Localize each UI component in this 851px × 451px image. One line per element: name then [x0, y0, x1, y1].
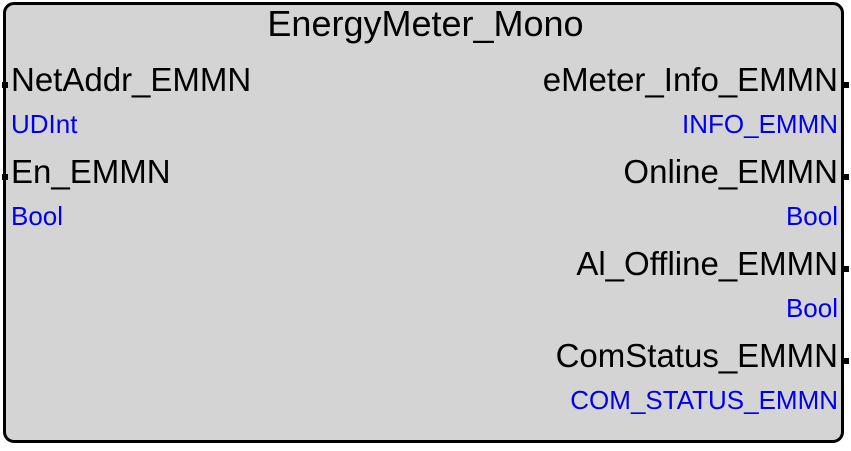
- output-pin-type: INFO_EMMN: [682, 109, 838, 139]
- output-pin-name: ComStatus_EMMN: [555, 337, 838, 374]
- input-pin-type: UDInt: [11, 109, 78, 139]
- output-pin-name: eMeter_Info_EMMN: [542, 61, 838, 98]
- output-pin-name: Al_Offline_EMMN: [576, 245, 838, 282]
- input-pin-type: Bool: [11, 201, 64, 231]
- input-connector-netaddr[interactable]: [2, 82, 8, 88]
- output-pin-type: COM_STATUS_EMMN: [570, 385, 838, 415]
- block-title: EnergyMeter_Mono: [267, 3, 584, 44]
- output-pin-type: Bool: [785, 293, 838, 323]
- function-block[interactable]: [3, 2, 844, 443]
- input-pin-name: NetAddr_EMMN: [11, 61, 252, 98]
- output-pin-type: Bool: [785, 201, 838, 231]
- input-pin-name: En_EMMN: [11, 153, 171, 190]
- input-connector-en[interactable]: [2, 174, 8, 180]
- output-connector-online[interactable]: [843, 174, 849, 180]
- output-pin-name: Online_EMMN: [623, 153, 838, 190]
- output-connector-emeter-info[interactable]: [843, 82, 849, 88]
- output-connector-al-offline[interactable]: [843, 266, 849, 272]
- output-connector-comstatus[interactable]: [843, 358, 849, 364]
